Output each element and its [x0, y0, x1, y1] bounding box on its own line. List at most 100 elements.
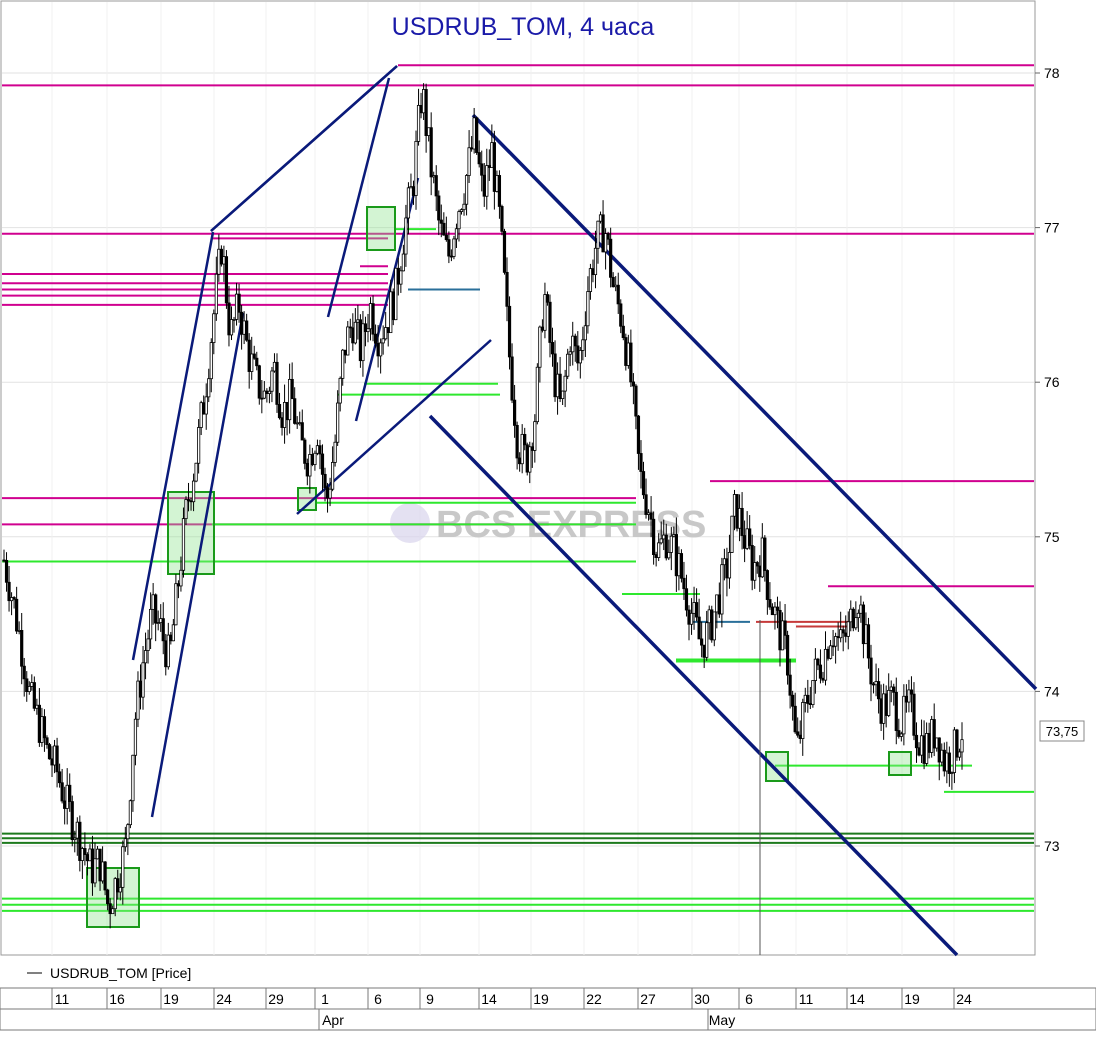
candle-body — [828, 645, 833, 659]
highlight-box — [297, 487, 317, 511]
candle-body — [98, 848, 102, 882]
candle-body — [234, 293, 239, 320]
candle-body — [940, 749, 944, 763]
candle-body — [68, 784, 72, 802]
candle-body — [717, 594, 721, 615]
x-tick-label: 19 — [904, 991, 920, 1007]
candle-body — [621, 325, 625, 338]
candle-body — [856, 612, 860, 619]
candle-body — [310, 454, 314, 466]
candle-body — [464, 175, 469, 205]
candle-body — [288, 378, 292, 421]
candle-body — [634, 385, 638, 417]
candle-body — [164, 640, 168, 668]
candle-body — [300, 422, 304, 441]
candle-body — [237, 293, 241, 313]
candle-body — [773, 606, 777, 616]
candle-body — [945, 752, 949, 772]
candle-body — [710, 609, 714, 641]
candle-body — [839, 629, 843, 639]
candle-body — [242, 320, 246, 335]
candle-body — [737, 507, 742, 529]
candle-body — [657, 542, 661, 558]
candle-body — [854, 617, 858, 629]
candle-body — [540, 326, 545, 331]
candle-body — [492, 142, 496, 192]
candle-body — [631, 381, 635, 387]
candle-body — [588, 268, 593, 292]
candle-body — [4, 560, 9, 583]
candle-body — [644, 494, 648, 515]
candle-body — [505, 271, 509, 307]
candle-body — [65, 784, 69, 809]
highlight-box — [765, 751, 789, 782]
candle-body — [406, 187, 411, 219]
candle-body — [601, 214, 605, 253]
candle-body — [874, 681, 878, 686]
trendline — [428, 414, 959, 957]
candle-body — [611, 276, 615, 288]
candle-body — [636, 415, 641, 454]
candle-body — [490, 142, 494, 168]
candle-body — [677, 553, 681, 577]
candle-body — [568, 351, 572, 355]
candle-body — [270, 370, 274, 392]
candle-body — [707, 609, 711, 624]
candle-body — [654, 554, 658, 558]
candle-body — [429, 127, 433, 178]
candle-body — [485, 165, 489, 197]
candle-body — [232, 318, 236, 321]
candle-body — [495, 175, 499, 192]
candle-body — [171, 624, 175, 642]
candle-body — [576, 345, 580, 364]
candle-body — [813, 658, 817, 681]
candle-body — [950, 772, 954, 774]
candle-body — [523, 433, 527, 446]
candle-body — [60, 782, 64, 802]
candle-body — [884, 693, 888, 716]
candle-body — [750, 545, 754, 581]
candle-body — [694, 602, 699, 618]
candle-body — [207, 378, 211, 398]
x-tick-label: 16 — [109, 991, 125, 1007]
candle-body — [399, 270, 403, 285]
candle-body — [727, 552, 732, 579]
candle-body — [80, 848, 84, 861]
candle-body — [866, 624, 871, 659]
candle-body — [113, 878, 117, 910]
candle-body — [603, 233, 608, 253]
candle-body — [174, 583, 178, 626]
candle-body — [894, 691, 898, 731]
candle-body — [161, 618, 165, 642]
candle-body — [363, 323, 368, 333]
candle-body — [957, 751, 962, 758]
candle-body — [952, 729, 957, 773]
candle-body — [381, 338, 385, 344]
y-tick-label: 74 — [1044, 683, 1060, 699]
candle-body — [70, 801, 74, 841]
x-tick-label: 6 — [374, 991, 382, 1007]
candle-body — [447, 239, 451, 257]
candle-body — [480, 163, 484, 176]
candle-body — [50, 758, 54, 766]
candle-body — [639, 453, 643, 472]
x-tick-label: 11 — [55, 991, 70, 1007]
candle-body — [442, 222, 446, 236]
candle-body — [293, 398, 297, 424]
trendline — [131, 231, 215, 661]
candle-body — [128, 800, 132, 826]
candle-body — [780, 620, 785, 651]
candle-body — [222, 256, 226, 265]
candle-body — [689, 612, 694, 625]
candle-body — [396, 267, 400, 285]
candle-body — [712, 611, 716, 641]
candle-body — [667, 552, 671, 559]
candle-body — [826, 648, 830, 659]
candle-body — [899, 733, 903, 737]
candle-body — [917, 747, 921, 756]
candle-body — [194, 462, 198, 482]
candle-body — [687, 609, 691, 625]
candle-body — [424, 89, 428, 137]
trendline — [210, 65, 398, 232]
